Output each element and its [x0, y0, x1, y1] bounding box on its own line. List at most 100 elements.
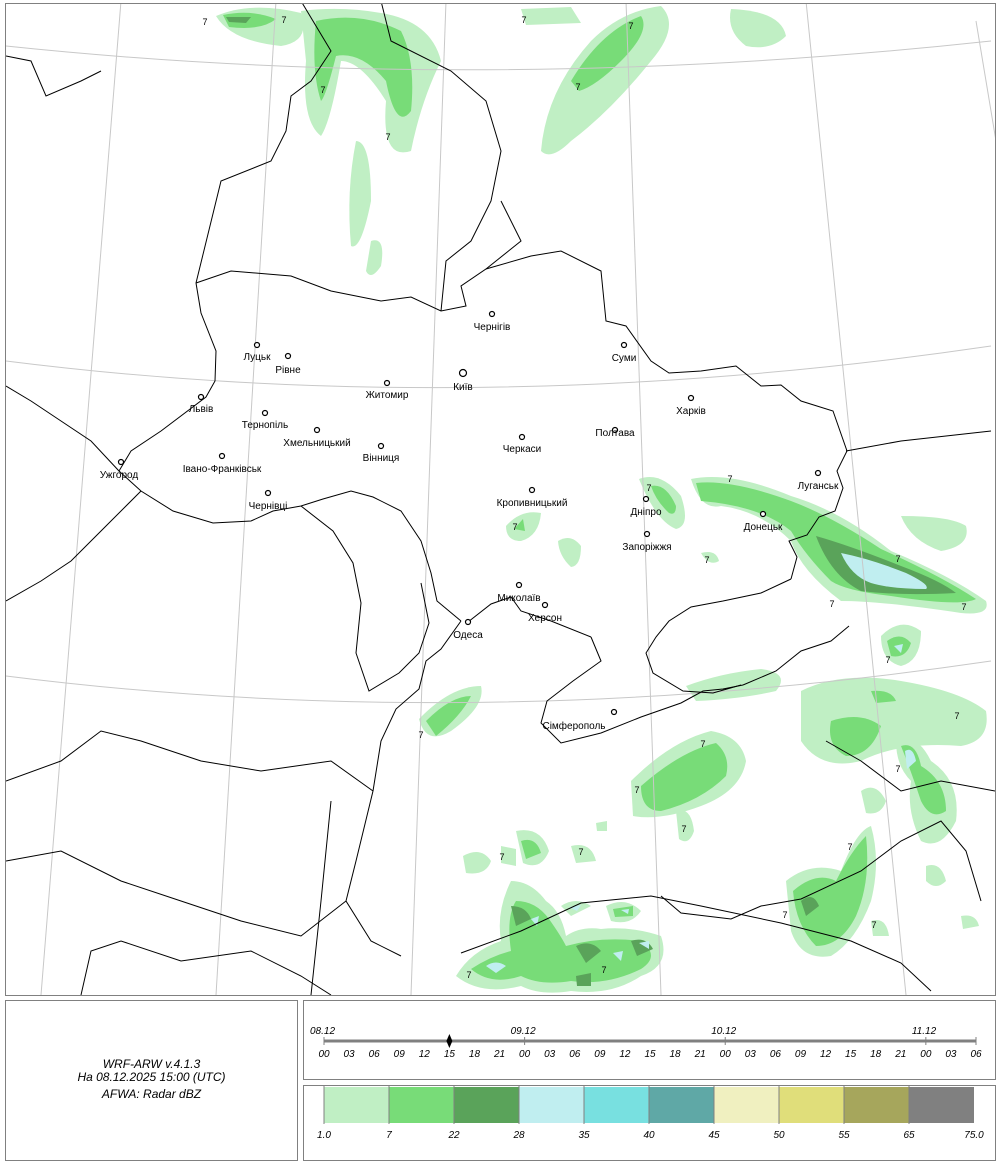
timeline-hour-label[interactable]: 00 — [920, 1049, 932, 1060]
contour-label: 7 — [466, 970, 471, 980]
reflectivity-area — [894, 644, 903, 653]
timeline-hour-label[interactable]: 21 — [694, 1049, 706, 1060]
contour-label: 7 — [954, 711, 959, 721]
city-label: Рівне — [275, 365, 301, 376]
timeline-hour-label[interactable]: 03 — [945, 1049, 957, 1060]
city-marker-icon — [611, 426, 619, 434]
reflectivity-area — [861, 787, 886, 814]
city-label: Тернопіль — [242, 420, 288, 431]
city-6: Львів — [189, 393, 213, 415]
city-label: Одеса — [453, 630, 483, 641]
city-23: Одеса — [453, 618, 483, 641]
timeline-hour-label[interactable]: 15 — [845, 1049, 857, 1060]
contour-label: 7 — [895, 764, 900, 774]
city-label: Івано-Франківськ — [183, 464, 262, 475]
city-marker-icon — [620, 341, 628, 349]
reflectivity-area — [314, 17, 413, 117]
timeline-hour-label[interactable]: 12 — [619, 1049, 631, 1060]
timeline-hour-label[interactable]: 21 — [894, 1049, 906, 1060]
reflectivity-area — [576, 943, 601, 963]
timeline-hour-label[interactable]: 18 — [870, 1049, 882, 1060]
contour-label: 7 — [829, 599, 834, 609]
reflectivity-area — [521, 839, 541, 859]
city-label: Дніпро — [630, 507, 661, 518]
reflectivity-area — [871, 920, 889, 936]
contour-label: 7 — [895, 554, 900, 564]
reflectivity-area — [571, 845, 596, 863]
legend-threshold-label: 55 — [838, 1130, 850, 1141]
timeline-hour-label[interactable]: 03 — [745, 1049, 757, 1060]
timeline-hour-label[interactable]: 03 — [544, 1049, 556, 1060]
city-7: Тернопіль — [242, 409, 288, 431]
reflectivity-area — [596, 821, 607, 831]
forecast-timeline[interactable]: 00 03 06 09 12 15 18 21 00 03 06 09 12 15 18 21 00 03 06 09… — [303, 1000, 996, 1080]
legend-threshold-label: 28 — [512, 1130, 525, 1141]
city-marker-icon — [643, 530, 651, 538]
reflectivity-area — [511, 906, 531, 926]
legend-threshold-label: 35 — [578, 1130, 590, 1141]
timeline-date-label: 10.12 — [711, 1026, 736, 1037]
reflectivity-area — [521, 7, 581, 25]
city-19: Донецьк — [744, 510, 783, 533]
timeline-hour-label[interactable]: 00 — [720, 1049, 732, 1060]
reflectivity-area — [514, 519, 525, 531]
timeline-hour-label[interactable]: 06 — [569, 1049, 581, 1060]
legend-threshold-label: 50 — [773, 1130, 785, 1141]
timeline-hour-label[interactable]: 09 — [394, 1049, 406, 1060]
info-panel: WRF-ARW v.4.1.3 На 08.12.2025 15:00 (UTC… — [5, 1000, 298, 1161]
city-label: Донецьк — [744, 522, 783, 533]
timeline-hour-label[interactable]: 03 — [344, 1049, 356, 1060]
timeline-hour-label[interactable]: 18 — [670, 1049, 682, 1060]
contour-label: 7 — [512, 522, 517, 532]
timeline-hour-label[interactable]: 06 — [770, 1049, 782, 1060]
city-marker-icon — [687, 394, 695, 402]
city-label: Харків — [676, 406, 706, 417]
timeline-hour-label[interactable]: 12 — [419, 1049, 431, 1060]
timeline-date-label: 08.12 — [310, 1026, 335, 1037]
timeline-hour-label[interactable]: 15 — [444, 1049, 456, 1060]
contour-label: 7 — [634, 785, 639, 795]
timeline-hour-label[interactable]: 21 — [493, 1049, 505, 1060]
legend-swatch — [779, 1087, 844, 1123]
legend-canvas: 1.0 7 22 28 35 40 45 50 55 65 75.0 — [317, 1086, 984, 1141]
city-label: Черкаси — [503, 444, 542, 455]
reflectivity-area — [676, 810, 694, 842]
timeline-hour-label[interactable]: 09 — [594, 1049, 606, 1060]
contour-label: 7 — [704, 555, 709, 565]
reflectivity-area — [641, 743, 728, 811]
contour-labels: 7 7 7 7 7 7 7 7 7 7 7 7 7 7 7 7 7 7 7 7 7 7 7 7 7 7 7 7 — [202, 15, 966, 980]
contour-label: 7 — [871, 920, 876, 930]
reflectivity-area — [901, 516, 967, 551]
timeline-hour-label[interactable]: 12 — [820, 1049, 832, 1060]
timeline-hour-label[interactable]: 00 — [519, 1049, 531, 1060]
timeline-canvas[interactable]: 00 03 06 09 12 15 18 21 00 03 06 09 12 15 18 21 00 03 06 09… — [304, 1001, 995, 1079]
city-24: Сімферополь — [542, 708, 618, 732]
timeline-hour-label[interactable]: 18 — [469, 1049, 481, 1060]
graticule-lines — [5, 0, 997, 996]
city-label: Миколаїв — [497, 593, 540, 604]
timeline-hour-label[interactable]: 15 — [644, 1049, 656, 1060]
timeline-hour-label[interactable]: 06 — [970, 1049, 982, 1060]
legend-swatch — [844, 1087, 909, 1123]
reflectivity-area — [576, 973, 591, 986]
city-label: Житомир — [366, 390, 409, 401]
reflectivity-area — [486, 962, 506, 973]
contour-label: 7 — [202, 17, 207, 27]
reflectivity-area — [816, 536, 956, 595]
legend-swatch — [324, 1087, 389, 1123]
timeline-current-marker[interactable] — [446, 1034, 453, 1048]
timeline-hour-label[interactable]: 00 — [318, 1049, 330, 1060]
city-marker-icon — [610, 708, 618, 716]
contour-label: 7 — [628, 21, 633, 31]
city-18: Дніпро — [630, 495, 662, 518]
city-marker-icon — [261, 409, 269, 417]
city-marker-icon — [541, 601, 549, 609]
reflectivity-area — [801, 897, 819, 916]
legend-swatch — [909, 1087, 974, 1123]
legend-threshold-label: 45 — [708, 1130, 720, 1141]
reflectivity-area — [639, 941, 649, 949]
timeline-hour-label[interactable]: 09 — [795, 1049, 807, 1060]
legend-swatch — [519, 1087, 584, 1123]
reflectivity-area — [558, 537, 581, 567]
timeline-hour-label[interactable]: 06 — [369, 1049, 381, 1060]
